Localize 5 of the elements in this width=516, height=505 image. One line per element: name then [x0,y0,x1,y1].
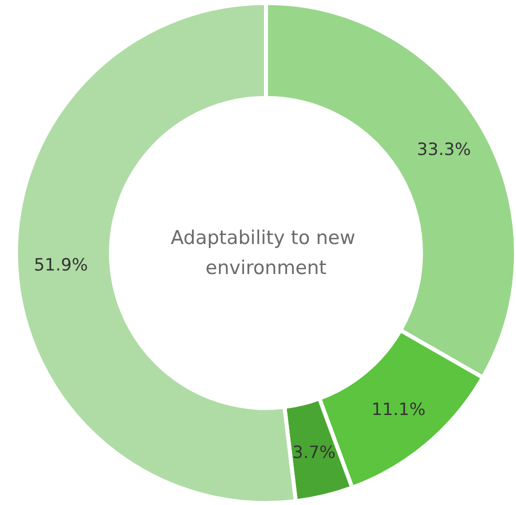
data-label: 3.7% [292,442,336,463]
data-label: 11.1% [371,400,426,420]
data-label: 51.9% [34,255,88,276]
text: Adaptability to new environment [170,227,362,279]
data-label: 33.3% [416,140,471,160]
